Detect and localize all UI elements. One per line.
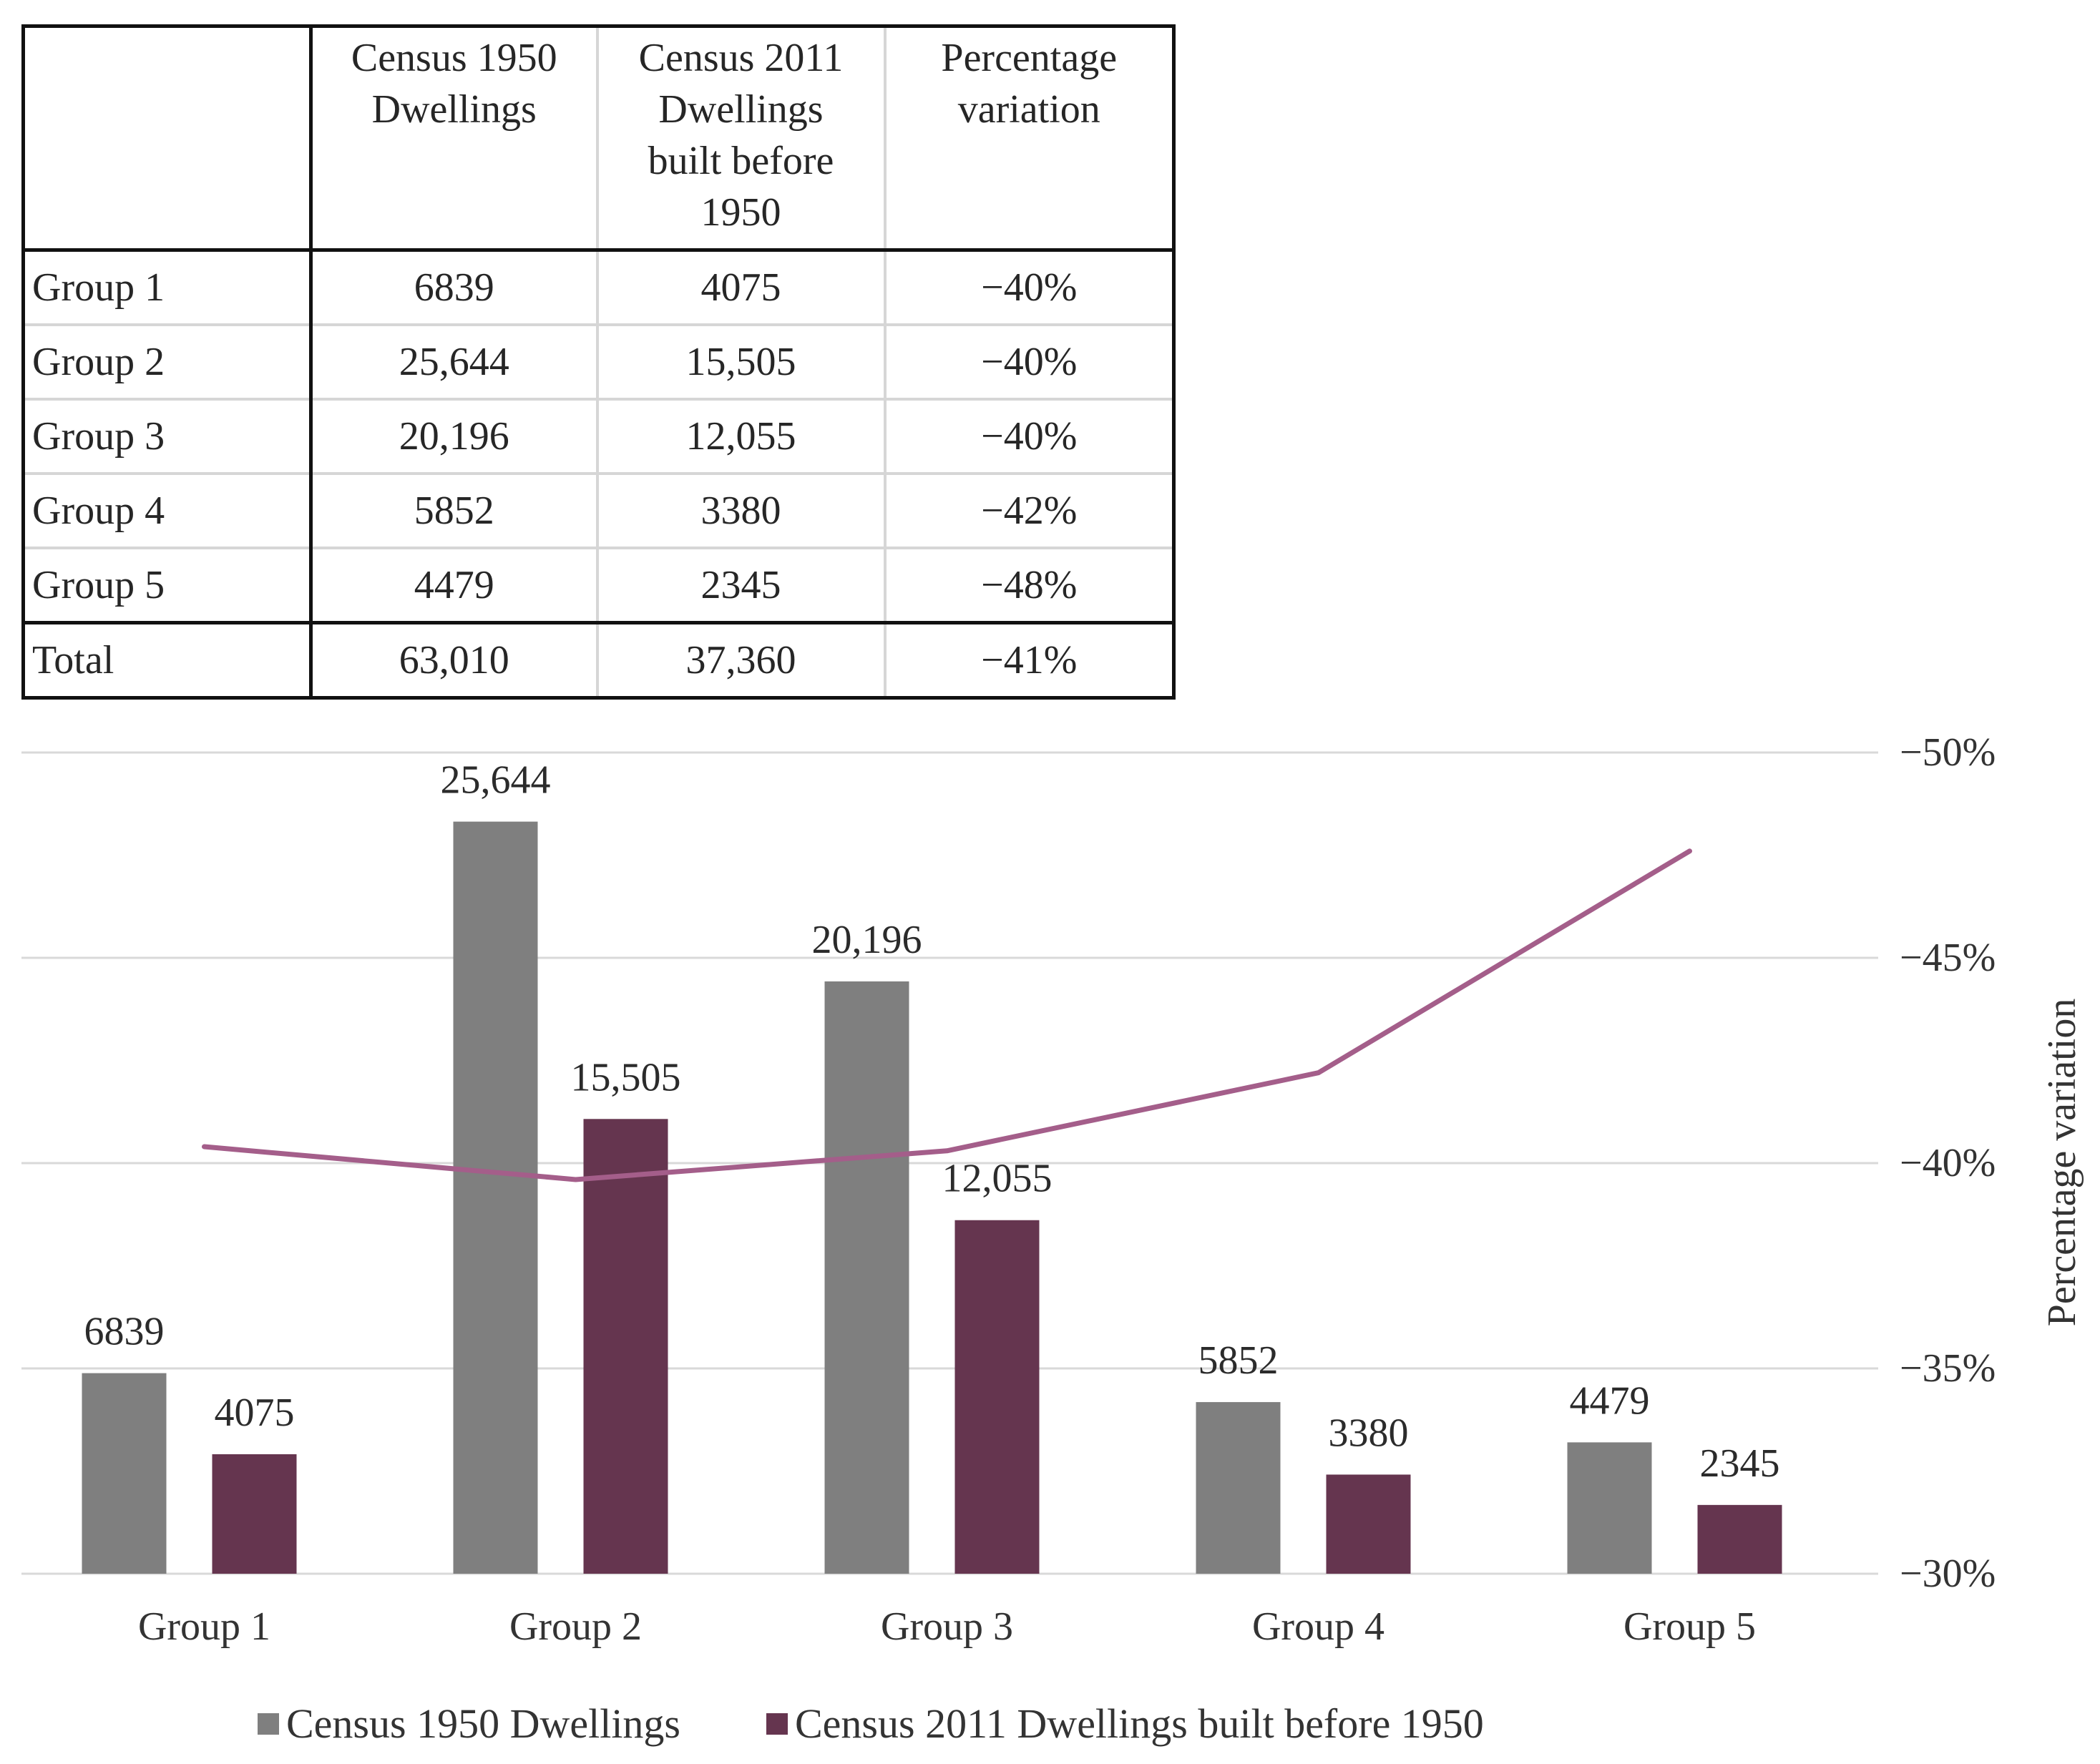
table-cell: 37,360 — [595, 622, 887, 700]
table-header-line: variation — [957, 87, 1100, 132]
legend-label-1950: Census 1950 Dwellings — [286, 1700, 680, 1747]
x-tick-label: Group 5 — [1623, 1604, 1756, 1649]
bar-1950 — [453, 821, 538, 1574]
bar-label-2011: 2345 — [1700, 1441, 1780, 1486]
right-tick-label: −45% — [1900, 936, 1996, 980]
right-tick-label: −50% — [1900, 730, 1996, 775]
x-tick-label: Group 2 — [509, 1604, 642, 1649]
table-header-row: Census 1950 Dwellings Census 2011 Dwellings… — [21, 24, 1176, 252]
bar-label-2011: 4075 — [215, 1391, 295, 1435]
row-label: Group 1 — [21, 250, 313, 326]
chart-legend: Census 1950 Dwellings Census 2011 Dwelli… — [258, 1700, 1570, 1748]
table-cell: −40% — [883, 250, 1176, 326]
bar-2011 — [954, 1220, 1040, 1574]
bar-1950 — [1567, 1442, 1652, 1574]
table-cell: 20,196 — [309, 399, 599, 475]
bar-label-1950: 20,196 — [812, 918, 922, 962]
table-row: Group 4 5852 3380 −42% — [21, 474, 1176, 549]
row-label: Group 2 — [21, 325, 313, 401]
table-row: Group 3 20,196 12,055 −40% — [21, 399, 1176, 475]
table-header-cell: Percentage variation — [883, 24, 1176, 252]
x-tick-label: Group 4 — [1252, 1604, 1384, 1649]
table-cell: −40% — [883, 399, 1176, 475]
legend-swatch-1950 — [258, 1712, 279, 1735]
x-tick-label: Group 3 — [881, 1604, 1013, 1649]
table-cell: 12,055 — [595, 399, 887, 475]
bar-label-2011: 15,505 — [571, 1055, 681, 1099]
bar-label-1950: 6839 — [84, 1310, 165, 1354]
right-tick-label: −35% — [1900, 1346, 1996, 1391]
x-tick-label: Group 1 — [138, 1604, 270, 1649]
table-cell: 4479 — [309, 548, 599, 624]
legend-item-1950: Census 1950 Dwellings — [258, 1700, 680, 1748]
table-row: Total 63,010 37,360 −41% — [21, 622, 1176, 700]
table-cell: −40% — [883, 325, 1176, 401]
legend-item-2011: Census 2011 Dwellings built before 1950 — [766, 1700, 1484, 1748]
row-label: Group 5 — [21, 548, 313, 624]
bar-2011 — [583, 1119, 668, 1574]
line-point — [202, 1145, 207, 1150]
table-header-line: Dwellings — [371, 87, 537, 132]
table-header-cell: Census 1950 Dwellings — [309, 24, 599, 252]
table-header-line: Census 2011 — [638, 36, 844, 80]
table-header-cell — [21, 24, 313, 252]
line-point — [944, 1148, 949, 1153]
bar-label-2011: 12,055 — [942, 1157, 1053, 1201]
table-header-line: Census 1950 — [351, 36, 557, 80]
legend-label-2011: Census 2011 Dwellings built before 1950 — [795, 1700, 1484, 1747]
table-cell: 2345 — [595, 548, 887, 624]
table-cell: −41% — [883, 622, 1176, 700]
line-point — [1687, 848, 1692, 853]
right-tick-label: −40% — [1900, 1141, 1996, 1185]
bar-label-1950: 4479 — [1570, 1378, 1650, 1423]
bar-label-1950: 25,644 — [441, 758, 551, 803]
table-header-line: Percentage — [941, 36, 1118, 80]
bar-1950 — [1196, 1402, 1281, 1574]
table-row: Group 5 4479 2345 −48% — [21, 548, 1176, 624]
bar-label-2011: 3380 — [1329, 1411, 1409, 1455]
row-label: Group 4 — [21, 474, 313, 549]
line-point — [573, 1177, 578, 1182]
bar-2011 — [212, 1454, 297, 1574]
row-label: Total — [21, 622, 313, 700]
bar-2011 — [1326, 1474, 1411, 1574]
table-cell: 3380 — [595, 474, 887, 549]
bar-2011 — [1697, 1504, 1782, 1574]
table-cell: 25,644 — [309, 325, 599, 401]
line-point — [1316, 1070, 1321, 1075]
percentage-variation-line — [202, 848, 1692, 1182]
table-header-cell: Census 2011 Dwellings built before 1950 — [595, 24, 887, 252]
table-cell: 63,010 — [309, 622, 599, 700]
right-tick-label: −30% — [1900, 1552, 1996, 1596]
table-header-line: 1950 — [700, 190, 781, 235]
table-cell: 15,505 — [595, 325, 887, 401]
table-header-line: Dwellings — [658, 87, 824, 132]
dwellings-table: Census 1950 Dwellings Census 2011 Dwellings… — [21, 24, 1176, 700]
table-cell: 6839 — [309, 250, 599, 326]
bar-1950 — [82, 1373, 167, 1574]
table-cell: 5852 — [309, 474, 599, 549]
table-cell: −42% — [883, 474, 1176, 549]
right-axis-title: Percentage variation — [2040, 999, 2084, 1327]
legend-swatch-2011 — [766, 1712, 788, 1735]
table-header-line: built before — [648, 139, 834, 183]
table-row: Group 2 25,644 15,505 −40% — [21, 325, 1176, 401]
bar-1950 — [824, 981, 909, 1574]
table-cell: −48% — [883, 548, 1176, 624]
table-row: Group 1 6839 4075 −40% — [21, 250, 1176, 326]
row-label: Group 3 — [21, 399, 313, 475]
table-cell: 4075 — [595, 250, 887, 326]
bar-label-1950: 5852 — [1198, 1338, 1279, 1383]
